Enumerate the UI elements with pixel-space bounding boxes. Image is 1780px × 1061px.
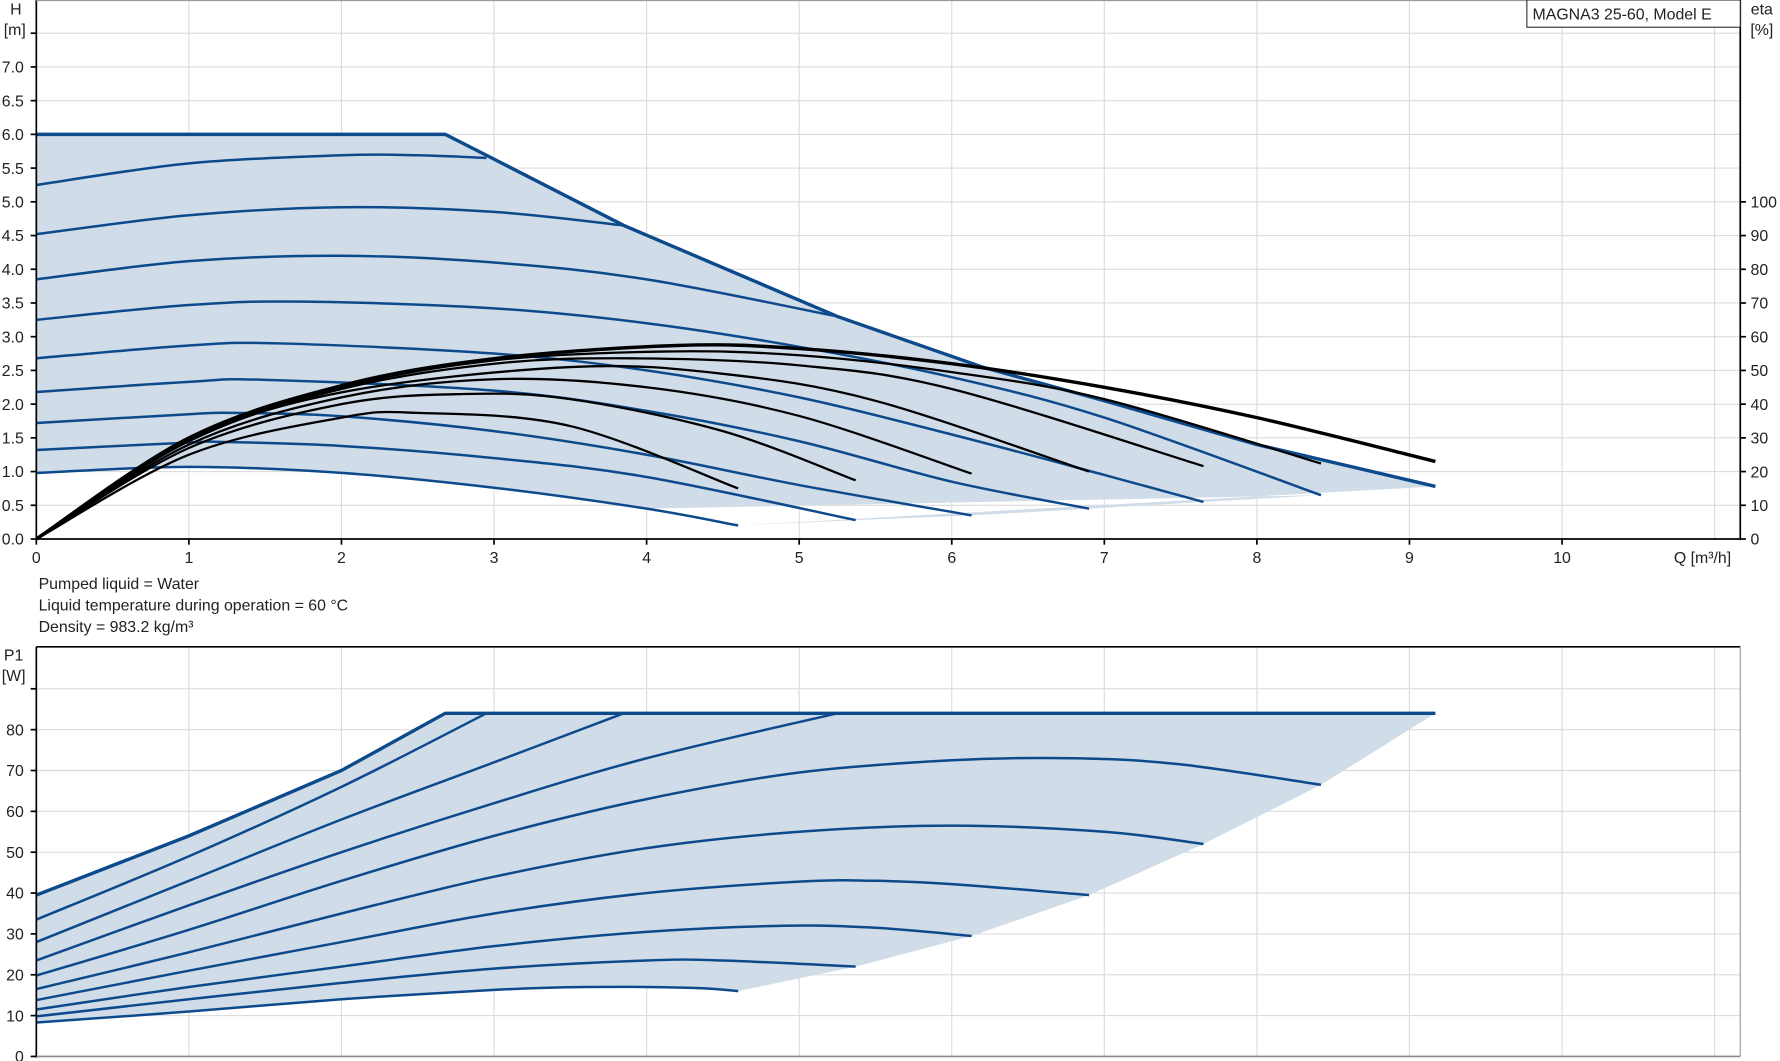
x-tick-label: 5: [795, 550, 804, 567]
power-curve: [36, 958, 856, 1018]
note-pumped-liquid: Pumped liquid = Water: [39, 576, 200, 593]
head-curve: [36, 440, 856, 522]
y2-tick-label: 50: [1750, 363, 1768, 380]
legend-box: [1526, 0, 1741, 28]
y2-axis-unit-eta: [%]: [1750, 22, 1773, 39]
power-curve: [36, 985, 739, 1024]
x-tick-label: 8: [1252, 550, 1261, 567]
y-tick-label: 5.5: [2, 161, 24, 178]
power-curve: [35, 712, 838, 962]
y-tick-label: 1.0: [2, 464, 24, 481]
axes: [30, 0, 1746, 1058]
y-axis-label-p1: P1: [4, 647, 24, 664]
p1-tick-label: 50: [6, 845, 24, 862]
y2-tick-label: 90: [1750, 228, 1768, 245]
y-tick-label: 4.5: [2, 228, 24, 245]
efficiency-curves: [35, 343, 1436, 541]
p1-tick-label: 80: [6, 722, 24, 739]
efficiency-curve: [35, 357, 1204, 540]
y-tick-label: 4.0: [2, 262, 24, 279]
y-tick-label: 3.0: [2, 329, 24, 346]
y2-tick-label: 10: [1750, 498, 1768, 515]
x-tick-label: 3: [490, 550, 499, 567]
head-curve: [36, 341, 1204, 504]
y2-tick-label: 60: [1750, 329, 1768, 346]
x-axis-label-q: Q [m³/h]: [1674, 550, 1731, 567]
head-curve: [36, 205, 624, 236]
y2-tick-label: 100: [1750, 195, 1777, 212]
p1-tick-label: 40: [6, 886, 24, 903]
note-liquid-temperature: Liquid temperature during operation = 60…: [39, 598, 349, 615]
power-curve: [35, 712, 487, 921]
y-tick-label: 0.0: [2, 532, 24, 549]
head-curve: [36, 153, 487, 187]
tick-labels: 0 1 2 3 4 5 6 7 8 9 10 0.0 0.5 1.0 1.5 2.0 2.5 3.0 3.5 4.0 4…: [2, 60, 1777, 1061]
head-curve: [36, 254, 838, 318]
efficiency-curve: [35, 392, 857, 540]
y-tick-label: 3.5: [2, 296, 24, 313]
legend-model-label: MAGNA3 25-60, Model E: [1533, 6, 1712, 23]
y-tick-label: 5.0: [2, 194, 24, 211]
y2-tick-label: 30: [1750, 431, 1768, 448]
power-operating-area: [36, 713, 1436, 1023]
y2-axis-label-eta: eta: [1751, 2, 1773, 19]
max-power-curve: [35, 711, 1436, 897]
x-tick-label: 0: [32, 550, 41, 567]
efficiency-curve: [35, 350, 1322, 540]
y-tick-label: 2.0: [2, 397, 24, 414]
head-curve: [36, 300, 1322, 497]
y-tick-label: 6.0: [2, 127, 24, 144]
p1-tick-label: 30: [6, 927, 24, 944]
power-curve: [35, 712, 625, 944]
y-tick-label: 7.0: [2, 60, 24, 77]
x-tick-label: 10: [1553, 550, 1571, 567]
x-tick-label: 4: [642, 550, 651, 567]
efficiency-curve: [35, 410, 739, 541]
y2-tick-label: 20: [1750, 464, 1768, 481]
y-tick-label: 2.5: [2, 363, 24, 380]
x-tick-label: 2: [337, 550, 346, 567]
head-curve: [36, 411, 972, 517]
p1-tick-label: 0: [15, 1049, 24, 1061]
x-tick-label: 6: [947, 550, 956, 567]
y-tick-label: 0.5: [2, 498, 24, 515]
y-tick-label: 1.5: [2, 431, 24, 448]
note-density: Density = 983.2 kg/m³: [39, 619, 194, 636]
p1-tick-label: 10: [6, 1008, 24, 1025]
max-head-curve: [36, 132, 1436, 489]
x-tick-label: 7: [1100, 550, 1109, 567]
y-axis-unit-p1: [W]: [2, 668, 26, 685]
efficiency-curve: [35, 364, 1090, 540]
y-axis-unit-h: [m]: [4, 22, 26, 39]
y2-tick-label: 80: [1750, 262, 1768, 279]
power-curves: [35, 711, 1436, 1024]
power-curve: [36, 924, 972, 1011]
x-tick-label: 1: [184, 550, 193, 567]
power-area-fill: [36, 713, 1436, 1023]
y2-tick-label: 0: [1750, 532, 1759, 549]
y-axis-label-h: H: [10, 2, 21, 19]
p1-tick-label: 20: [6, 967, 24, 984]
y-tick-label: 6.5: [2, 93, 24, 110]
power-curve: [36, 879, 1090, 1002]
power-curve: [36, 824, 1204, 991]
y2-tick-label: 40: [1750, 397, 1768, 414]
efficiency-curve: [35, 377, 972, 540]
x-tick-label: 9: [1405, 550, 1414, 567]
p1-tick-label: 60: [6, 804, 24, 821]
y2-tick-label: 70: [1750, 296, 1768, 313]
power-curve: [35, 756, 1322, 977]
p1-tick-label: 70: [6, 763, 24, 780]
